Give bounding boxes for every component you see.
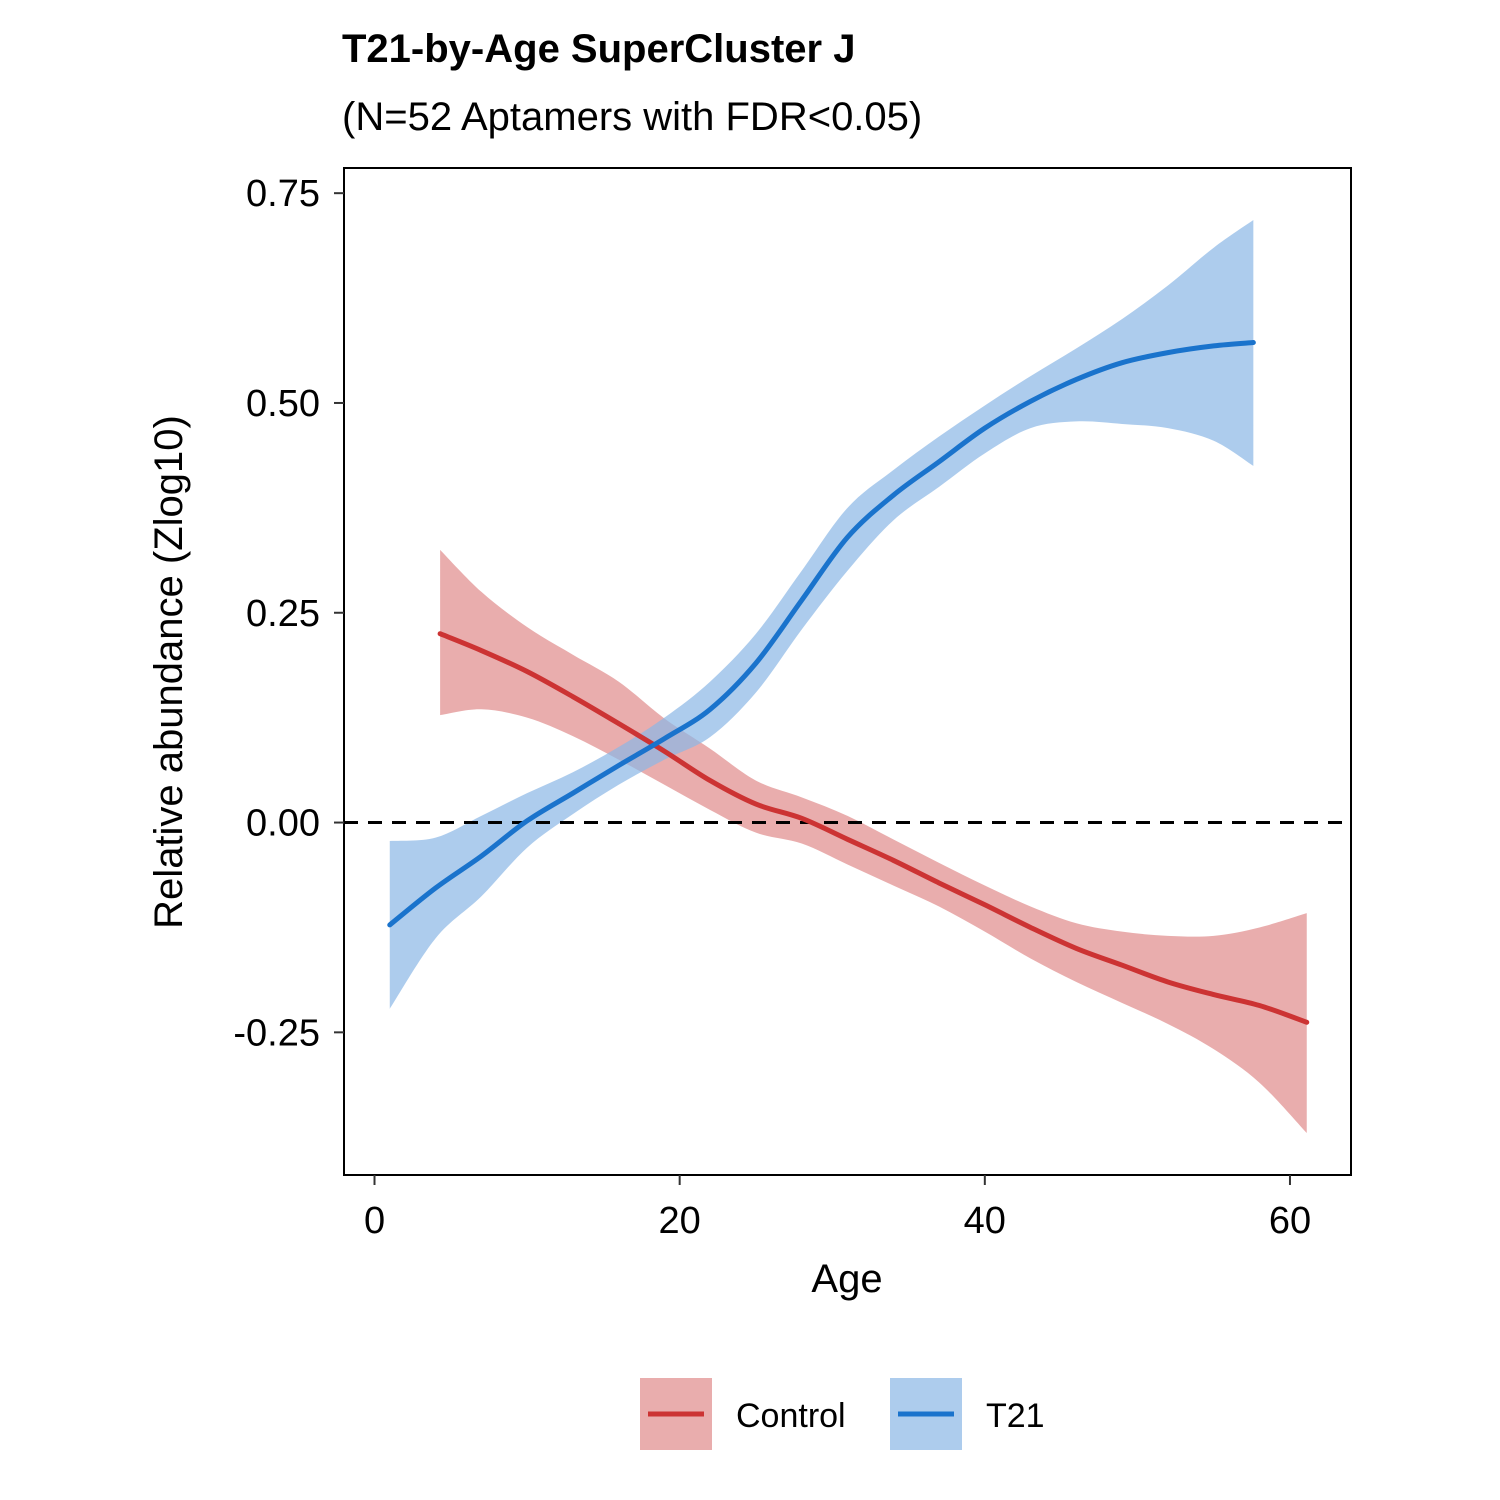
x-tick-label: 20 [659, 1200, 701, 1242]
y-tick-label: 0.50 [246, 383, 320, 425]
legend-label-t21: T21 [986, 1397, 1045, 1435]
plot-panel-border [343, 167, 1352, 1176]
legend-label-control: Control [736, 1397, 846, 1435]
y-tick-label: 0.25 [246, 593, 320, 635]
chart-subtitle: (N=52 Aptamers with FDR<0.05) [342, 95, 922, 139]
y-tick-label: 0.75 [246, 173, 320, 215]
series-line-t21 [387, 340, 1256, 928]
series-line-control [437, 631, 1310, 1025]
x-axis-title: Age [811, 1257, 882, 1301]
legend: Control T21 [640, 1378, 1045, 1450]
y-tick-label: 0.00 [246, 803, 320, 845]
confidence-band-t21 [389, 220, 1254, 1009]
y-tick-label: -0.25 [233, 1012, 320, 1054]
y-axis-title: Relative abundance (Zlog10) [147, 415, 191, 929]
x-tick-label: 60 [1269, 1200, 1311, 1242]
plot-area [344, 220, 1351, 1134]
confidence-band-control [440, 549, 1307, 1134]
x-tick-label: 40 [964, 1200, 1006, 1242]
axes: 0 20 40 60 0.75 0.50 0.25 0.00 -0.25 [233, 173, 1311, 1242]
chart-title: T21-by-Age SuperCluster J [342, 27, 855, 71]
x-tick-label: 0 [364, 1200, 385, 1242]
